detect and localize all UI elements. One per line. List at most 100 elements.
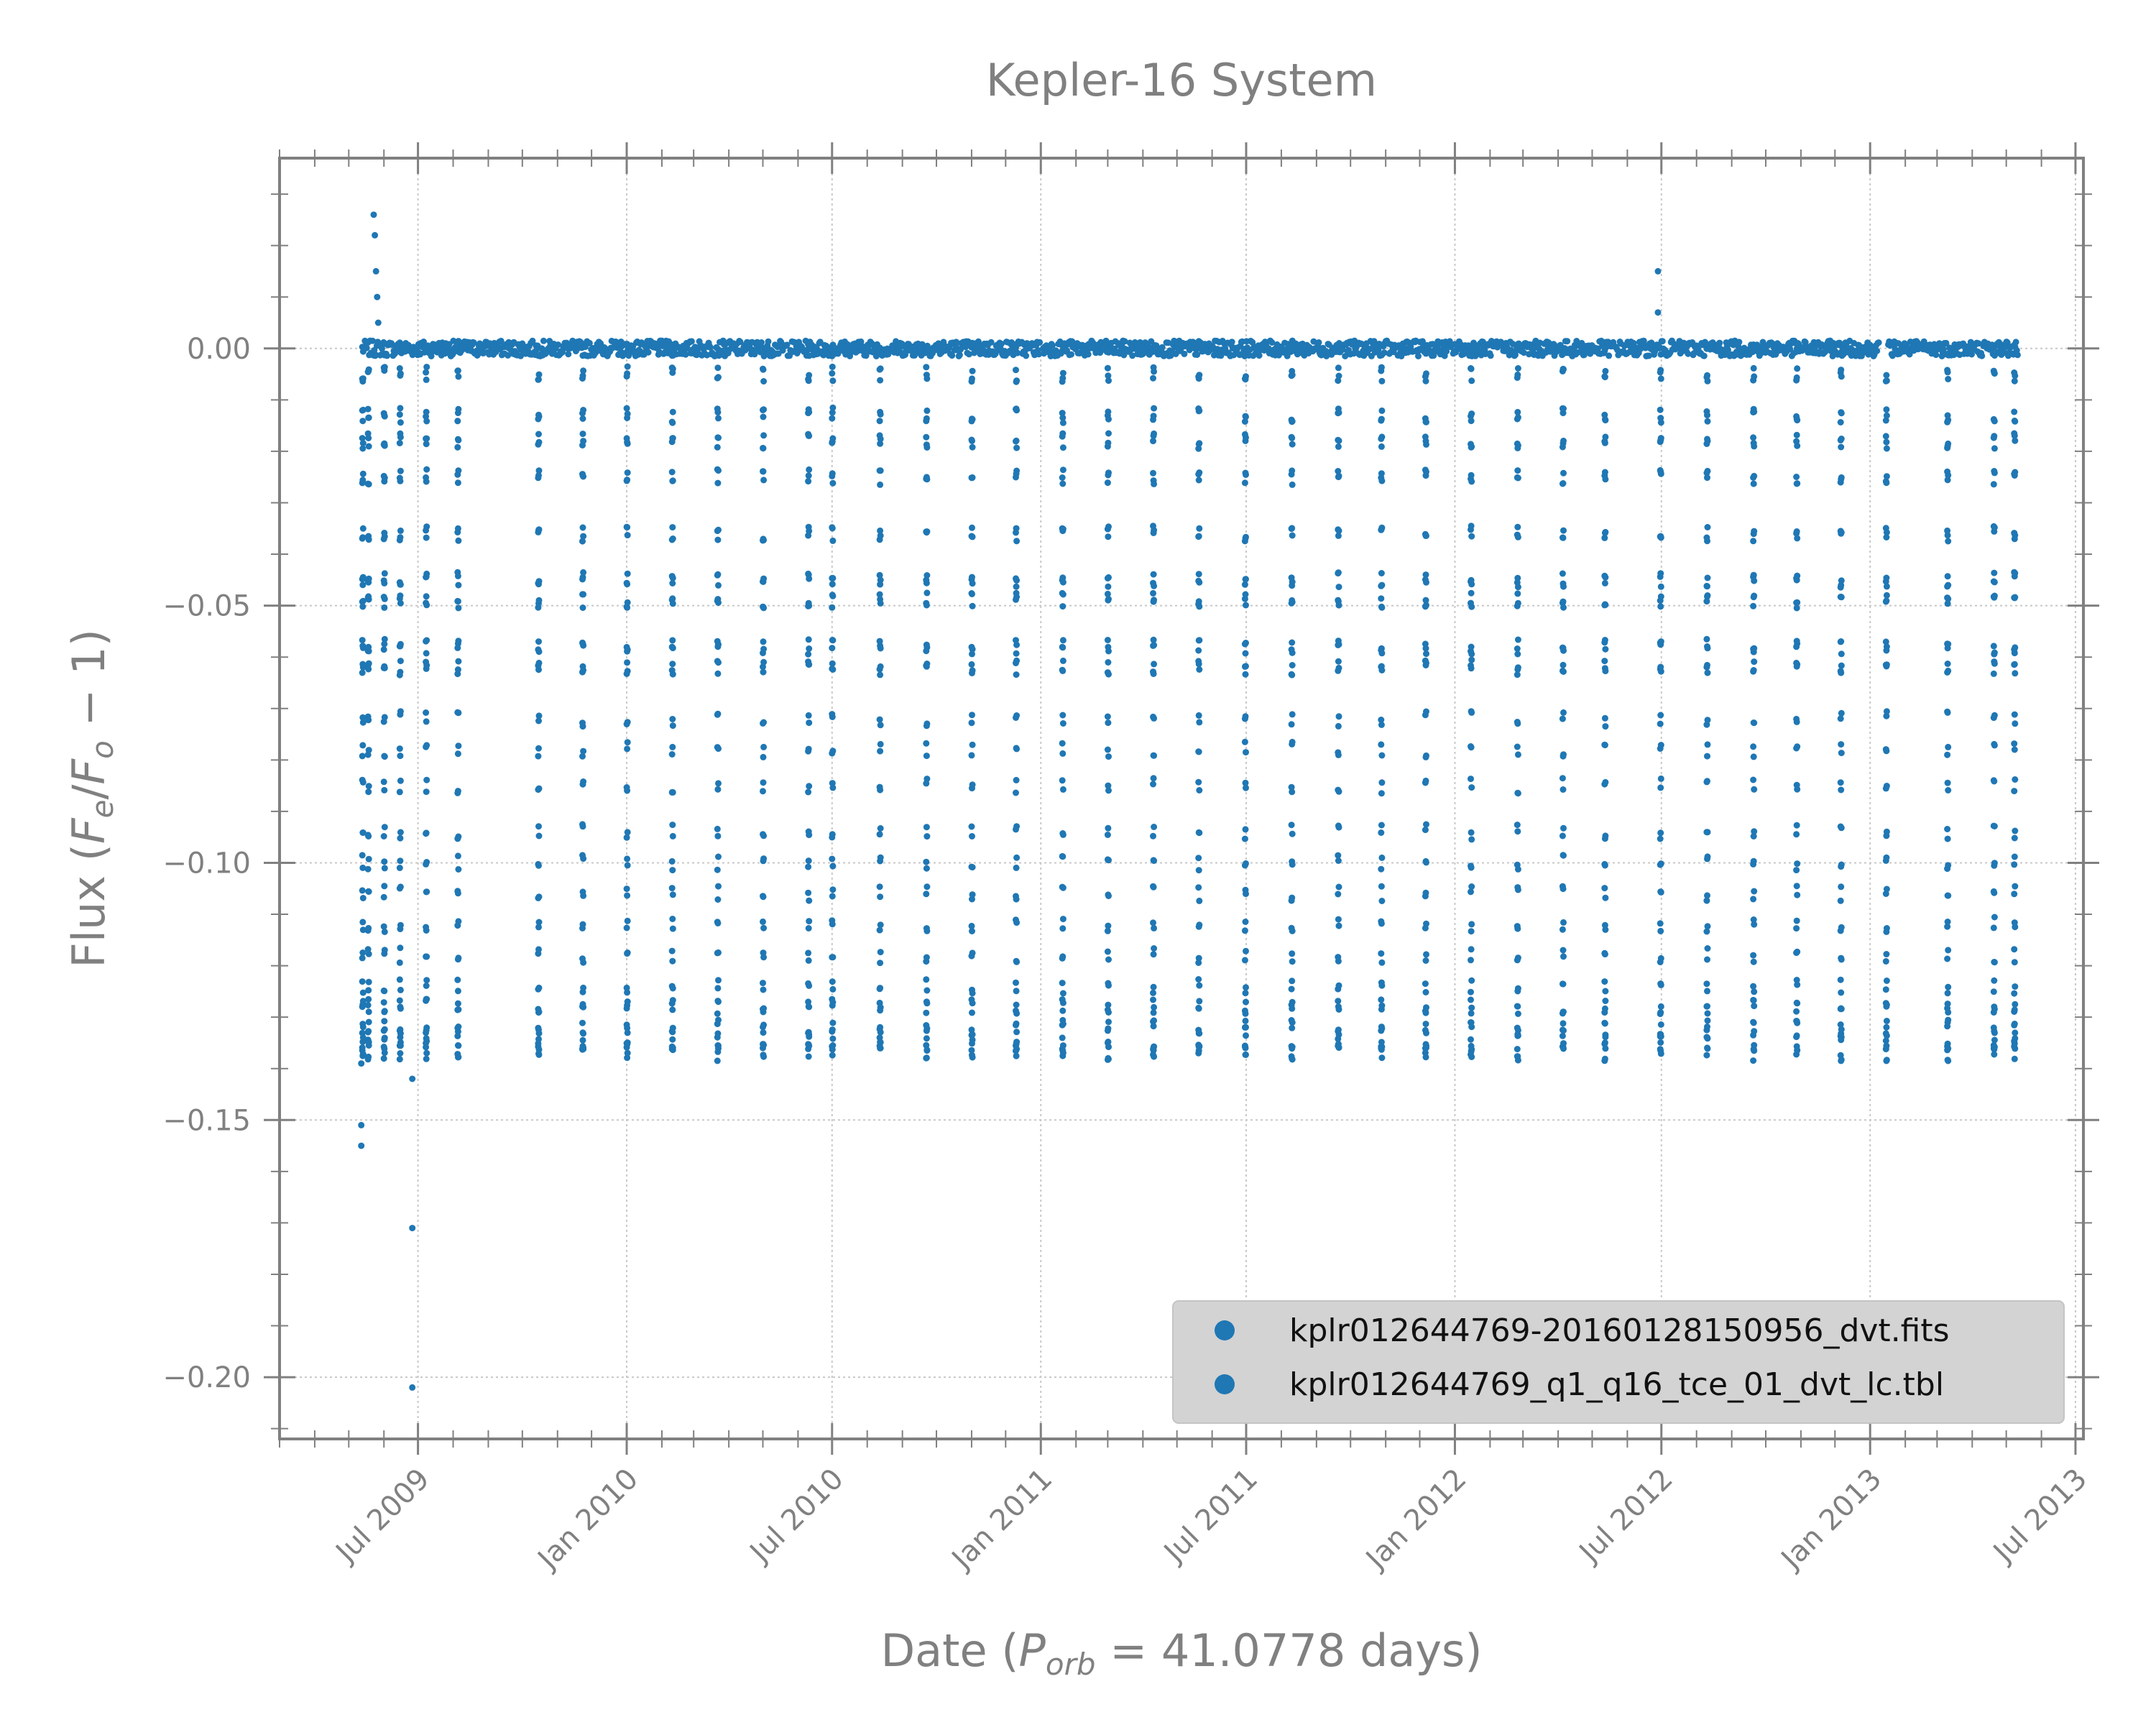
data-point	[1838, 650, 1845, 658]
data-point	[1838, 373, 1845, 380]
data-point	[1883, 479, 1890, 487]
data-point	[359, 597, 367, 604]
data-point	[2012, 1045, 2019, 1052]
data-point	[359, 852, 366, 859]
data-point	[1468, 996, 1474, 1003]
data-point	[381, 604, 388, 611]
data-point	[505, 351, 512, 359]
data-point	[805, 636, 812, 643]
data-point	[1151, 752, 1158, 759]
data-point	[877, 645, 884, 652]
data-point	[877, 663, 884, 670]
data-point	[365, 648, 372, 655]
data-point	[1514, 650, 1521, 658]
data-point	[1423, 1042, 1429, 1049]
data-point	[397, 477, 404, 484]
data-point	[381, 1026, 388, 1033]
data-point	[829, 537, 837, 544]
data-point	[877, 921, 884, 929]
data-point	[1378, 407, 1386, 414]
data-point	[359, 978, 366, 985]
data-point	[454, 666, 461, 673]
data-point	[1991, 592, 1998, 599]
data-point	[1289, 649, 1296, 656]
data-point	[381, 640, 388, 648]
data-point	[380, 646, 387, 653]
data-point	[1838, 709, 1845, 717]
data-point	[1089, 340, 1097, 347]
data-point	[1423, 418, 1429, 426]
data-point	[381, 1034, 388, 1041]
data-point	[969, 645, 976, 653]
data-point	[1151, 1003, 1158, 1011]
data-point	[1243, 1032, 1249, 1039]
data-point	[876, 418, 883, 425]
data-point	[1256, 352, 1263, 359]
data-point	[969, 891, 976, 898]
data-point	[624, 370, 631, 377]
data-point	[1289, 978, 1296, 985]
data-point	[1049, 342, 1056, 349]
data-point	[1657, 638, 1664, 645]
data-point	[396, 411, 403, 418]
data-point	[1105, 583, 1112, 590]
data-point	[580, 984, 587, 991]
data-point	[1105, 893, 1112, 899]
data-point	[1023, 352, 1030, 359]
data-point	[1736, 339, 1743, 346]
data-point	[1991, 823, 1998, 829]
data-point	[1991, 959, 1998, 966]
data-point	[1120, 351, 1128, 359]
data-point	[829, 581, 836, 588]
data-point	[455, 638, 462, 645]
data-point	[535, 1008, 543, 1016]
data-point	[1838, 1056, 1845, 1063]
data-point	[760, 668, 767, 676]
data-point	[397, 467, 404, 474]
data-point	[1243, 434, 1249, 441]
data-point	[1560, 1045, 1567, 1052]
data-point	[1657, 367, 1664, 374]
data-point	[1704, 753, 1710, 760]
data-point	[714, 920, 722, 926]
data-point	[1944, 369, 1951, 376]
data-point	[829, 1035, 837, 1042]
data-point	[1342, 353, 1349, 359]
data-point	[1468, 472, 1475, 479]
data-point	[715, 853, 722, 860]
data-point	[1559, 570, 1566, 577]
data-point	[423, 788, 430, 796]
data-point	[380, 1055, 387, 1062]
data-point	[1422, 980, 1429, 988]
data-point	[877, 481, 884, 488]
data-point	[359, 714, 367, 721]
data-point	[365, 481, 372, 488]
data-point	[455, 954, 462, 962]
data-point	[1751, 888, 1758, 895]
data-point	[969, 1031, 976, 1038]
data-point	[1559, 1032, 1566, 1039]
data-point	[1514, 414, 1521, 421]
data-point	[1794, 417, 1801, 424]
data-point	[1704, 1010, 1711, 1017]
data-point	[1289, 481, 1296, 488]
data-point	[1838, 750, 1845, 757]
data-point	[1602, 367, 1609, 374]
data-point	[714, 832, 722, 840]
data-point	[1657, 927, 1664, 934]
data-point	[1151, 661, 1158, 668]
data-point	[1151, 1017, 1158, 1024]
data-point	[423, 523, 430, 530]
data-point	[1793, 718, 1800, 725]
data-point	[1059, 1042, 1067, 1049]
data-point	[877, 1004, 884, 1011]
data-point	[624, 1029, 631, 1036]
data-point	[1751, 1041, 1758, 1049]
data-point	[1703, 635, 1710, 643]
data-point	[2011, 740, 2018, 748]
data-point	[1657, 603, 1664, 610]
data-point	[1751, 828, 1758, 835]
data-point	[1514, 790, 1521, 797]
data-point	[1335, 602, 1342, 609]
x-tick-label: Jan 2012	[1358, 1463, 1473, 1577]
